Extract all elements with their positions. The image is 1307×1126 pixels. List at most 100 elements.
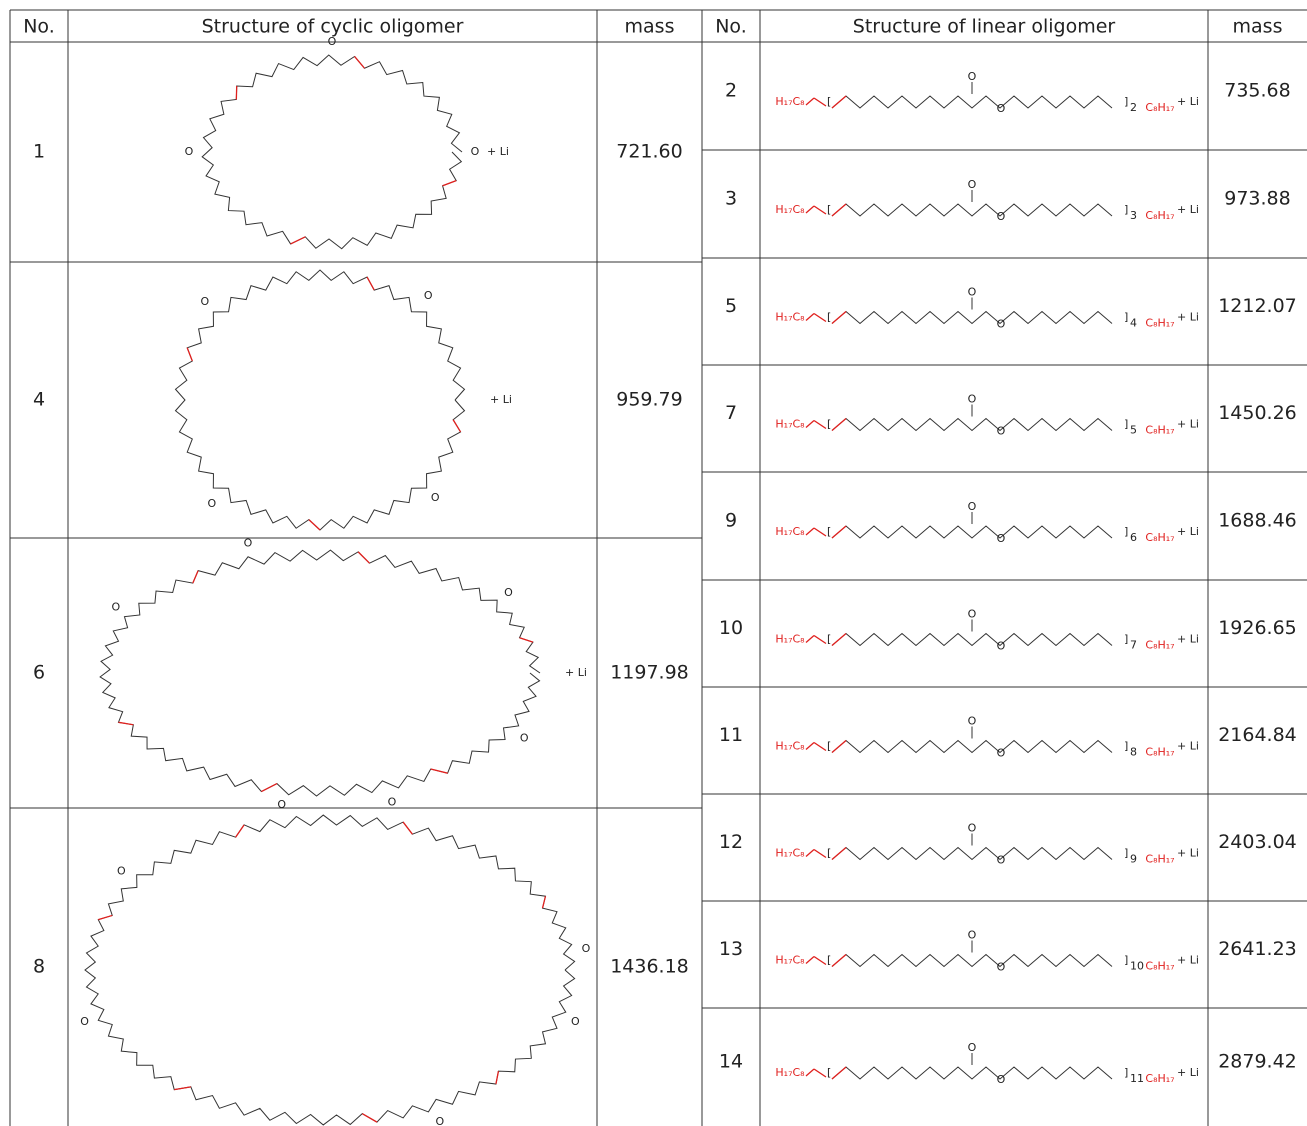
bracket-open: [ (827, 203, 831, 216)
oxygen-label: O (997, 102, 1006, 115)
bond (831, 525, 847, 539)
oxygen-label: O (968, 286, 977, 299)
oxygen-label: O (968, 70, 977, 83)
row-number: 5 (725, 295, 737, 317)
mass-value: 1926.65 (1218, 617, 1297, 639)
end-group-right: C₈H₁₇ (1145, 960, 1174, 973)
adduct-label: + Li (1177, 954, 1199, 967)
row-number: 1 (33, 141, 45, 163)
oxygen-label: O (968, 608, 977, 621)
oxygen-label: O (997, 210, 1006, 223)
end-group-left: H₁₇C₈ (775, 311, 805, 324)
mass-value: 1436.18 (610, 956, 689, 978)
row-number: 6 (33, 662, 45, 684)
bracket-open: [ (827, 418, 831, 431)
bracket-open: [ (827, 847, 831, 860)
bond (357, 551, 370, 564)
bracket-open: [ (827, 525, 831, 538)
chain (831, 1066, 1113, 1080)
oxygen-label: O (997, 318, 1006, 331)
oxygen-label: O (328, 35, 337, 48)
oxygen-label: O (117, 864, 126, 877)
end-group-left: H₁₇C₈ (775, 1066, 805, 1079)
ring (99, 549, 541, 797)
bond (831, 1066, 847, 1080)
bond (354, 56, 365, 69)
bond (813, 97, 827, 107)
bond (235, 824, 245, 838)
mass-value: 1688.46 (1218, 510, 1297, 532)
bond (805, 1068, 815, 1077)
bond (805, 635, 815, 643)
mass-value: 2641.23 (1218, 938, 1297, 960)
bracket-close: ] (1124, 847, 1128, 860)
bracket-close: ] (1124, 95, 1128, 108)
bond (831, 954, 847, 967)
bracket-close: ] (1124, 954, 1128, 967)
oxygen-label: O (997, 1073, 1006, 1086)
mass-value: 2879.42 (1218, 1051, 1297, 1073)
adduct-label: + Li (565, 666, 587, 679)
adduct-label: + Li (1177, 95, 1199, 108)
header-cell: Structure of linear oligomer (853, 16, 1116, 38)
mass-value: 1197.98 (610, 662, 689, 684)
bond (308, 519, 321, 531)
bond (402, 821, 413, 835)
bracket-open: [ (827, 954, 831, 967)
bond (541, 896, 547, 909)
end-group-right: C₈H₁₇ (1145, 639, 1174, 652)
end-group-left: H₁₇C₈ (775, 740, 805, 753)
oxygen-label: O (244, 537, 253, 550)
oxygen-label: O (431, 491, 440, 504)
bracket-close: ] (1124, 740, 1128, 753)
oxygen-label: O (200, 295, 209, 308)
mass-value: 1450.26 (1218, 402, 1297, 424)
chain (831, 525, 1113, 539)
bracket-open: [ (827, 1066, 831, 1079)
row-number: 8 (33, 956, 45, 978)
bond (805, 527, 815, 536)
ring (84, 814, 576, 1126)
bond (813, 312, 827, 323)
mass-value: 1212.07 (1218, 295, 1297, 317)
bracket-close: ] (1124, 633, 1128, 646)
oxygen-label: O (968, 500, 977, 513)
bond (805, 205, 815, 214)
adduct-label: + Li (1177, 311, 1199, 324)
bond (290, 236, 306, 245)
bond (118, 721, 134, 726)
row-number: 10 (719, 617, 743, 639)
repeat-count: 8 (1130, 746, 1137, 759)
end-group-right: C₈H₁₇ (1145, 531, 1174, 544)
bond (813, 1068, 827, 1078)
bond (98, 914, 113, 921)
oxygen-label: O (997, 961, 1006, 974)
header-cell: mass (625, 16, 675, 38)
bracket-close: ] (1124, 1066, 1128, 1079)
end-group-right: C₈H₁₇ (1145, 746, 1174, 759)
mass-value: 735.68 (1224, 80, 1290, 102)
adduct-label: + Li (1177, 847, 1199, 860)
bond (805, 742, 815, 750)
adduct-label: + Li (1177, 1066, 1199, 1079)
chain (831, 846, 1113, 861)
bracket-close: ] (1124, 203, 1128, 216)
row-number: 12 (719, 831, 743, 853)
row-number: 2 (725, 80, 737, 102)
mass-value: 2403.04 (1218, 831, 1297, 853)
row-number: 13 (719, 938, 743, 960)
header-cell: Structure of cyclic oligomer (202, 16, 464, 38)
bond (805, 849, 815, 857)
bond (361, 1113, 378, 1123)
repeat-count: 10 (1130, 960, 1144, 973)
row-number: 9 (725, 510, 737, 532)
end-group-left: H₁₇C₈ (775, 203, 805, 216)
oxygen-label: O (997, 425, 1006, 438)
chain (831, 95, 1113, 109)
repeat-count: 6 (1130, 531, 1137, 544)
end-group-right: C₈H₁₇ (1145, 853, 1174, 866)
end-group-left: H₁₇C₈ (775, 525, 805, 538)
oxygen-label: O (968, 929, 977, 942)
oxygen-label: O (968, 393, 977, 406)
bracket-open: [ (827, 95, 831, 108)
